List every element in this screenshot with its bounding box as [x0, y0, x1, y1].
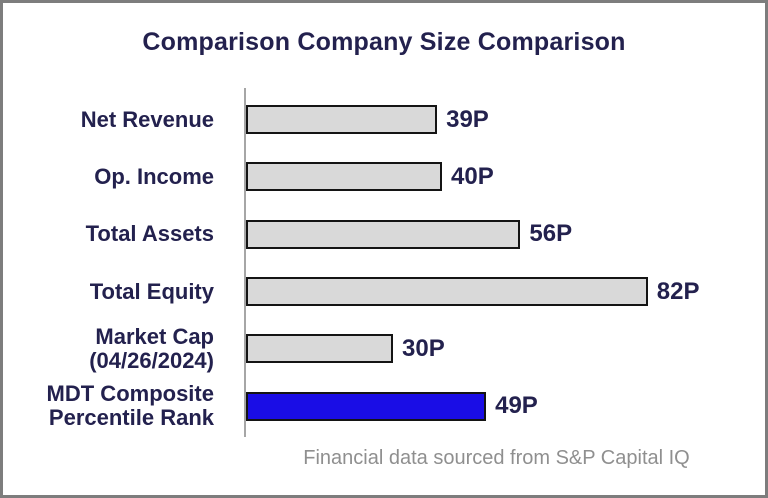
bar-row: Market Cap (04/26/2024) 30P: [3, 320, 765, 377]
category-label: Market Cap (04/26/2024): [89, 323, 214, 373]
category-label: Op. Income: [94, 163, 214, 189]
bar-rows: Net Revenue 39P Op. Income 40P Total Assets 5…: [3, 91, 765, 435]
bar-track: 49P: [244, 391, 765, 421]
chart-title: Comparison Company Size Comparison: [142, 28, 626, 56]
bar-row: MDT Composite Percentile Rank 49P: [3, 377, 765, 434]
bar: [246, 277, 648, 307]
bar-row: Net Revenue 39P: [3, 91, 765, 148]
bar-track: 82P: [244, 277, 765, 307]
bar: [246, 162, 442, 192]
value-label: 49P: [495, 392, 538, 420]
bar-track: 39P: [244, 105, 765, 135]
value-label: 30P: [402, 334, 445, 362]
bar-row: Total Equity 82P: [3, 263, 765, 320]
bar-track: 40P: [244, 162, 765, 192]
bar-track: 56P: [244, 219, 765, 249]
bar-row: Op. Income 40P: [3, 148, 765, 205]
value-label: 40P: [451, 162, 494, 190]
bar-row: Total Assets 56P: [3, 206, 765, 263]
bar: [246, 334, 393, 364]
source-footnote: Financial data sourced from S&P Capital …: [303, 447, 690, 469]
category-label: Total Assets: [85, 221, 214, 247]
y-axis-line: [244, 88, 246, 437]
bar: [246, 105, 438, 135]
category-label: Total Equity: [89, 278, 214, 304]
bar-track: 30P: [244, 334, 765, 364]
highlight-bar: [246, 391, 487, 421]
value-label: 56P: [529, 220, 573, 248]
value-label: 82P: [656, 277, 700, 305]
category-label: MDT Composite Percentile Rank: [46, 381, 214, 431]
bar: [246, 219, 521, 249]
category-label: Net Revenue: [80, 106, 214, 132]
value-label: 39P: [446, 105, 489, 133]
